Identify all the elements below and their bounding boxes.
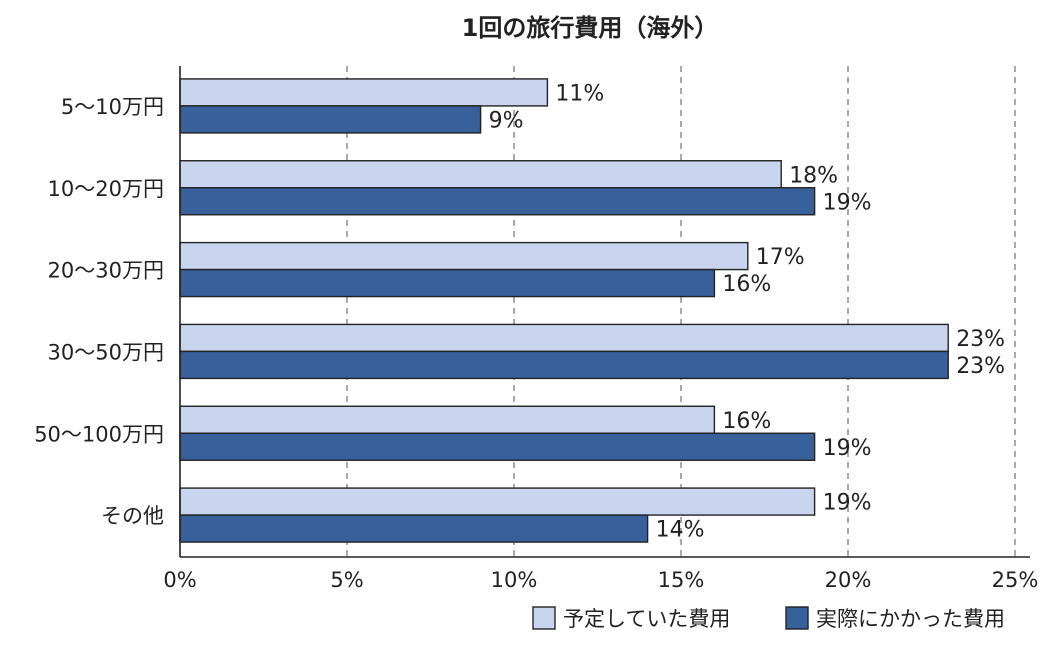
bars: 11%9%18%19%17%16%23%23%16%19%19%14% [179,78,1005,543]
bar [179,350,949,380]
bar [179,105,482,134]
data-label: 19% [823,491,872,516]
legend-swatch [532,606,556,630]
data-label: 19% [823,436,872,461]
bar [179,514,649,543]
data-label: 14% [656,518,705,543]
bar [179,187,816,216]
chart-title: 1回の旅行費用（海外） [462,14,719,42]
bar [179,323,949,353]
data-label: 11% [555,81,604,106]
x-tick-label: 15% [658,568,705,592]
legend-swatch [785,606,809,630]
legend: 予定していた費用 実際にかかった費用 [532,606,1005,631]
bar [179,432,816,461]
category-label: 50〜100万円 [34,422,164,446]
bar [179,78,549,107]
bar [179,241,749,271]
data-label: 16% [722,409,771,434]
category-label: 20〜30万円 [48,259,164,283]
bar [179,487,816,516]
data-label: 9% [489,108,524,133]
legend-label: 予定していた費用 [563,607,730,631]
legend-label: 実際にかかった費用 [816,607,1005,631]
data-label: 23% [956,354,1005,379]
data-label: 16% [722,272,771,297]
category-label: その他 [101,504,164,528]
bar [179,405,716,434]
category-label: 10〜20万円 [48,177,164,201]
x-tick-label: 25% [992,568,1039,592]
data-label: 17% [756,245,805,270]
x-tick-label: 5% [330,568,363,592]
bar [179,268,716,298]
axes: 0% 5% 10% 15% 20% 25% 5〜10万円 10〜20万円 20〜30万円 30〜5… [34,66,1038,592]
data-label: 23% [956,327,1005,352]
x-tick-label: 10% [491,568,538,592]
data-label: 19% [823,190,872,215]
category-label: 30〜50万円 [48,340,164,364]
x-tick-label: 0% [163,568,196,592]
x-tick-label: 20% [825,568,872,592]
data-label: 18% [789,163,838,188]
bar [179,160,782,189]
gridlines [346,66,1016,557]
category-label: 5〜10万円 [61,95,164,119]
